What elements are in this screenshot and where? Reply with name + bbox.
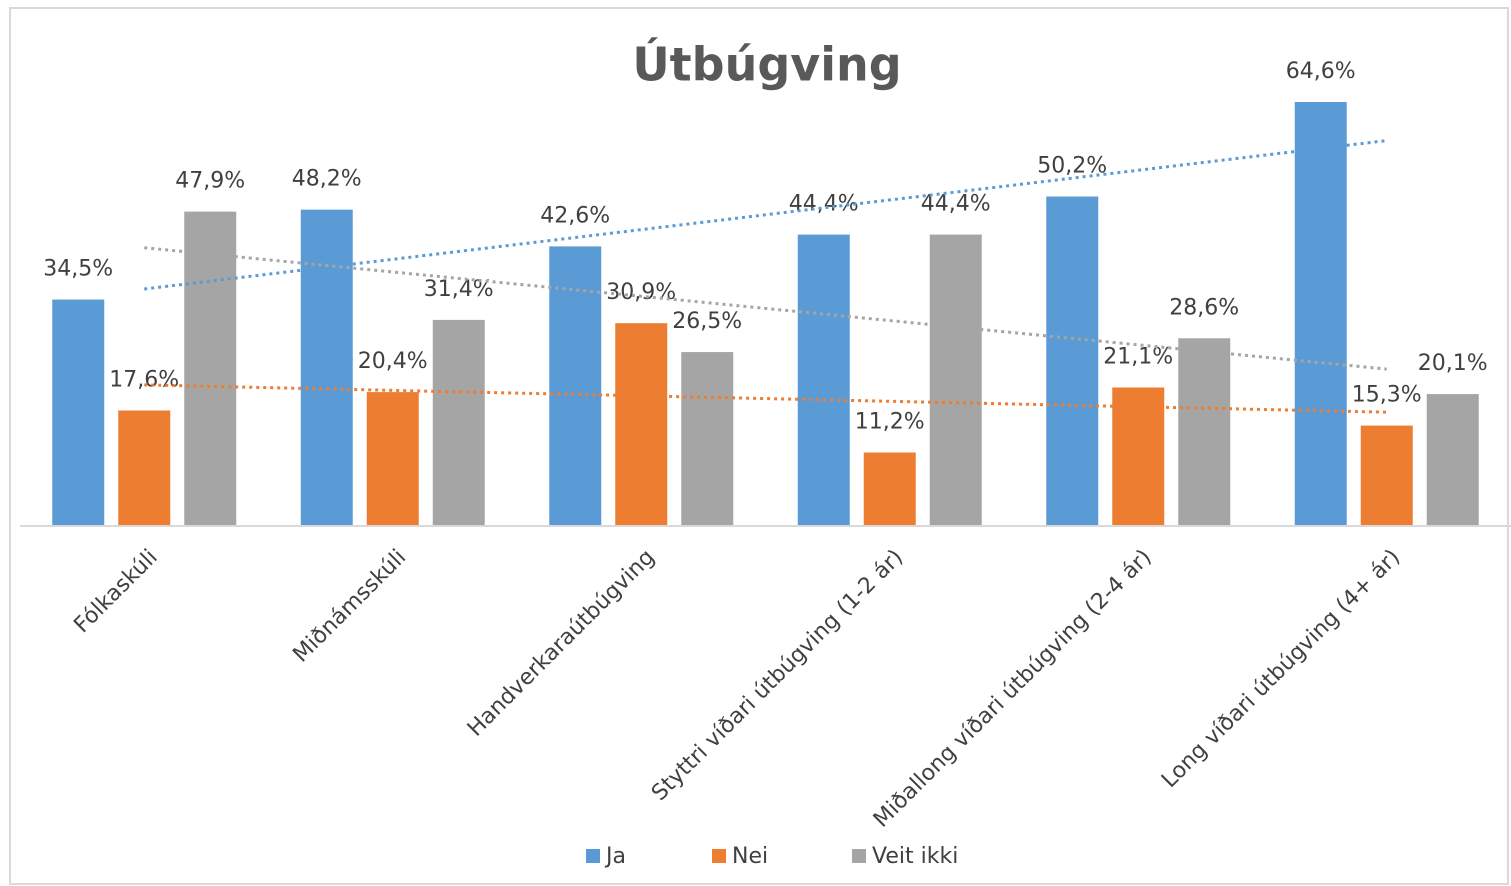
- bar: [1112, 387, 1165, 526]
- bar: [929, 234, 982, 526]
- data-label: 50,2%: [1037, 154, 1107, 179]
- data-label: 21,1%: [1103, 345, 1173, 370]
- bar: [863, 452, 916, 526]
- data-label: 20,4%: [358, 349, 428, 374]
- chart-title: Útbúgving: [632, 38, 901, 92]
- chart-border: [9, 7, 1509, 885]
- bar: [615, 323, 668, 526]
- legend-label: Nei: [732, 844, 768, 869]
- legend-label: Ja: [604, 844, 626, 869]
- bar: [1178, 338, 1231, 526]
- data-label: 20,1%: [1418, 351, 1488, 376]
- data-label: 48,2%: [292, 167, 362, 192]
- legend-swatch: [852, 849, 866, 863]
- data-label: 47,9%: [175, 169, 245, 194]
- bar: [1360, 425, 1413, 526]
- bar: [52, 299, 105, 526]
- bar: [184, 211, 237, 527]
- bar: [366, 392, 419, 526]
- bar: [681, 352, 734, 526]
- data-label: 34,5%: [43, 257, 113, 282]
- data-label: 64,6%: [1286, 59, 1356, 84]
- data-label: 15,3%: [1352, 383, 1422, 408]
- data-label: 26,5%: [672, 309, 742, 334]
- trendline: [144, 139, 1387, 291]
- legend-swatch: [712, 849, 726, 863]
- bar: [118, 410, 171, 526]
- data-label: 42,6%: [540, 203, 610, 228]
- data-label: 30,9%: [606, 280, 676, 305]
- legend-swatch: [586, 849, 600, 863]
- data-label: 28,6%: [1169, 295, 1239, 320]
- data-label: 11,2%: [855, 409, 925, 434]
- trendline: [144, 246, 1387, 371]
- bar: [1426, 394, 1479, 526]
- legend-label: Veit ikki: [872, 844, 958, 869]
- bar: [1046, 196, 1099, 526]
- bar: [1294, 101, 1347, 527]
- data-label: 17,6%: [109, 367, 179, 392]
- bar: [432, 319, 485, 526]
- data-label: 31,4%: [424, 277, 494, 302]
- bar: [797, 234, 850, 526]
- bar: [300, 209, 353, 527]
